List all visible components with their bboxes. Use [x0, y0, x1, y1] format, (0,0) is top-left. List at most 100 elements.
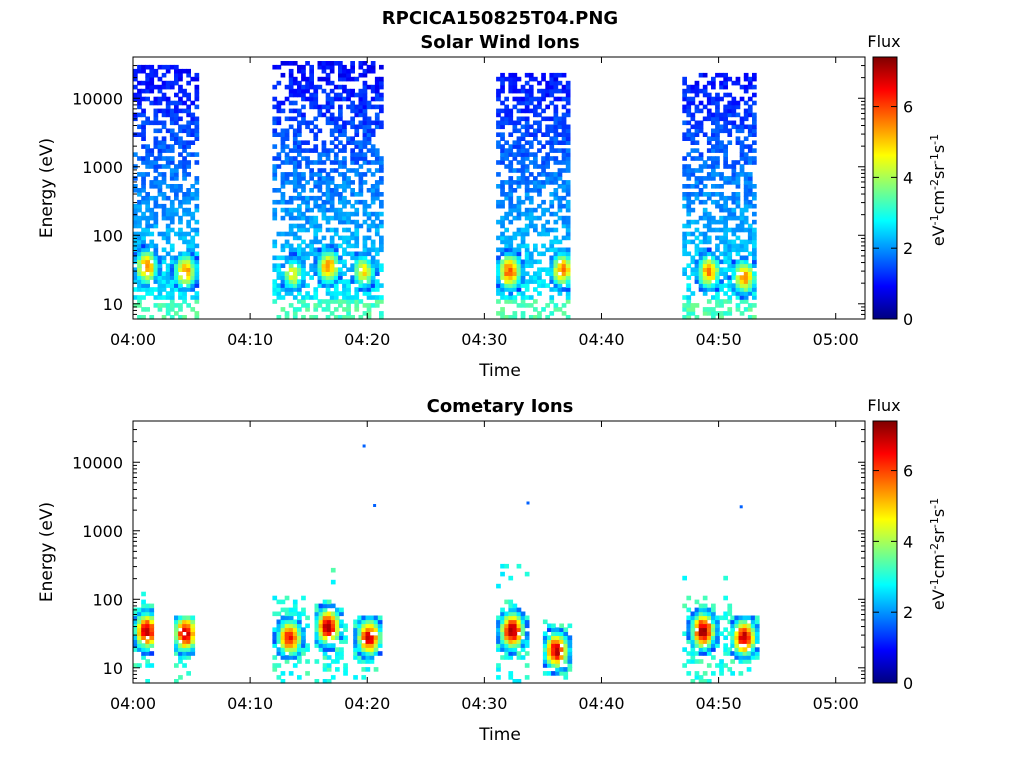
- heatmap-cell: [735, 215, 741, 221]
- heatmap-cell: [354, 299, 360, 304]
- heatmap-cell: [297, 120, 302, 126]
- heatmap-cell: [752, 231, 757, 237]
- heatmap-cell: [357, 615, 362, 621]
- heatmap-cell: [194, 259, 200, 265]
- heatmap-cell: [702, 647, 708, 652]
- heatmap-cell: [301, 64, 306, 70]
- heatmap-cell: [326, 599, 332, 605]
- heatmap-cell: [350, 116, 355, 122]
- heatmap-cell: [333, 192, 339, 197]
- heatmap-cell: [690, 659, 696, 664]
- heatmap-cell: [561, 84, 567, 90]
- heatmap-cell: [512, 607, 518, 613]
- heatmap-cell: [133, 643, 138, 648]
- heatmap-cell: [723, 108, 728, 114]
- heatmap-cell: [174, 615, 179, 621]
- heatmap-cell: [698, 639, 704, 644]
- heatmap-cell: [698, 199, 704, 205]
- heatmap-cell: [314, 627, 320, 632]
- heatmap-cell: [723, 116, 728, 122]
- heatmap-cell: [706, 631, 712, 636]
- heatmap-cell: [520, 235, 526, 241]
- heatmap-cell: [157, 64, 163, 70]
- x-tick-label: 04:10: [227, 330, 273, 349]
- heatmap-cell: [322, 599, 328, 605]
- heatmap-cell: [553, 156, 559, 161]
- heatmap-cell: [178, 76, 183, 82]
- heatmap-cell: [702, 88, 708, 94]
- heatmap-cell: [706, 623, 712, 629]
- heatmap-cell: [711, 643, 716, 648]
- heatmap-cell: [731, 108, 737, 114]
- heatmap-cell: [711, 635, 716, 640]
- heatmap-cell: [690, 643, 696, 648]
- heatmap-cell: [516, 128, 522, 134]
- heatmap-cell: [288, 267, 294, 272]
- heatmap-cell: [194, 295, 200, 300]
- heatmap-cell: [313, 92, 319, 98]
- heatmap-cell: [157, 184, 163, 189]
- heatmap-cell: [551, 639, 556, 644]
- heatmap-cell: [694, 671, 700, 676]
- heatmap-cell: [524, 619, 530, 625]
- heatmap-cell: [752, 112, 757, 118]
- heatmap-cell: [145, 611, 150, 617]
- heatmap-cell: [365, 643, 371, 648]
- heatmap-cell: [715, 199, 720, 205]
- heatmap-cell: [186, 655, 191, 660]
- heatmap-cell: [565, 231, 571, 237]
- heatmap-cell: [284, 279, 290, 284]
- heatmap-cell: [174, 631, 179, 636]
- heatmap-cell: [727, 243, 733, 249]
- heatmap-cell: [747, 160, 753, 165]
- heatmap-cell: [537, 188, 542, 193]
- heatmap-cell: [329, 243, 335, 249]
- heatmap-cell: [747, 239, 753, 245]
- heatmap-cell: [297, 128, 302, 134]
- heatmap-cell: [292, 259, 298, 265]
- heatmap-cell: [149, 243, 155, 249]
- heatmap-cell: [559, 623, 564, 629]
- heatmap-cell: [305, 215, 310, 221]
- heatmap-cell: [365, 615, 371, 621]
- heatmap-cell: [165, 223, 171, 229]
- heatmap-cell: [504, 283, 509, 288]
- heatmap-cell: [366, 84, 372, 90]
- heatmap-cell: [297, 255, 302, 261]
- heatmap-cell: [520, 156, 526, 161]
- heatmap-cell: [297, 659, 302, 664]
- heatmap-cell: [702, 307, 708, 312]
- heatmap-cell: [752, 72, 757, 78]
- heatmap-cell: [301, 148, 306, 153]
- heatmap-cell: [567, 643, 573, 648]
- heatmap-cell: [350, 88, 355, 94]
- heatmap-cell: [706, 279, 712, 284]
- heatmap-cell: [280, 100, 286, 106]
- heatmap-cell: [297, 635, 302, 640]
- heatmap-cell: [342, 188, 347, 193]
- heatmap-cell: [702, 207, 708, 213]
- heatmap-cell: [358, 279, 364, 284]
- heatmap-cell: [182, 295, 187, 300]
- heatmap-cell: [370, 144, 376, 149]
- heatmap-cell: [528, 180, 534, 185]
- heatmap-cell: [305, 623, 310, 629]
- heatmap-cell: [496, 96, 501, 102]
- heatmap-cell: [362, 124, 368, 130]
- heatmap-cell: [280, 651, 286, 656]
- heatmap-cell: [702, 263, 708, 268]
- heatmap-cell: [545, 152, 550, 157]
- heatmap-cell: [706, 136, 712, 141]
- heatmap-cell: [305, 251, 310, 257]
- heatmap-cell: [157, 275, 163, 280]
- heatmap-cell: [165, 307, 171, 312]
- heatmap-cell: [292, 136, 298, 141]
- heatmap-cell: [711, 120, 716, 126]
- heatmap-cell: [321, 199, 327, 205]
- heatmap-cell: [141, 64, 146, 70]
- heatmap-cell: [297, 180, 302, 185]
- heatmap-cell: [280, 72, 286, 78]
- heatmap-cell: [727, 211, 733, 217]
- heatmap-cell: [557, 160, 563, 165]
- heatmap-cell: [174, 651, 179, 656]
